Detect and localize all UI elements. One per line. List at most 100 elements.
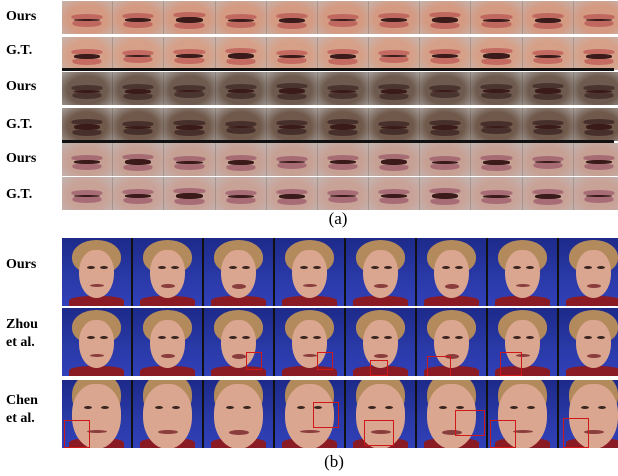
mouth-strip — [62, 1, 618, 34]
mouth-frame — [420, 143, 472, 176]
mouth-frame — [113, 177, 165, 210]
panel-caption: (a) — [328, 209, 348, 228]
face-frame — [488, 308, 559, 376]
mouth-frame — [266, 143, 318, 176]
mouth-frame — [317, 143, 370, 176]
artifact-highlight-box — [64, 420, 90, 448]
row-label: Ours — [6, 151, 37, 166]
face-frame — [62, 308, 133, 376]
mouth-frame — [522, 143, 574, 176]
mouth-frame — [420, 37, 472, 70]
mouth-frame — [420, 177, 472, 210]
face-frame — [346, 308, 417, 376]
mouth-frame — [317, 72, 370, 105]
mouth-frame — [522, 108, 574, 141]
mouth-frame — [215, 177, 267, 210]
face-frame — [417, 308, 488, 376]
mouth-frame — [215, 143, 267, 176]
face-frame — [559, 238, 618, 306]
row-divider — [62, 140, 614, 143]
mouth-frame — [369, 72, 421, 105]
mouth-frame — [317, 1, 370, 34]
mouth-frame — [522, 37, 574, 70]
face-frame — [346, 238, 417, 306]
mouth-strip — [62, 108, 618, 141]
mouth-strip — [62, 72, 618, 105]
mouth-frame — [471, 177, 523, 210]
mouth-frame — [266, 72, 318, 105]
mouth-frame — [573, 143, 618, 176]
face-frame — [417, 380, 488, 448]
artifact-highlight-box — [370, 360, 388, 376]
mouth-frame — [317, 108, 370, 141]
mouth-frame — [369, 143, 421, 176]
mouth-frame — [215, 1, 267, 34]
mouth-strip — [62, 37, 618, 70]
mouth-strip — [62, 143, 618, 176]
mouth-frame — [215, 108, 267, 141]
row-label: Ours — [6, 79, 37, 94]
row-label: Ours — [6, 9, 37, 24]
mouth-frame — [369, 108, 421, 141]
mouth-frame — [573, 108, 618, 141]
mouth-frame — [62, 72, 114, 105]
artifact-highlight-box — [427, 356, 451, 376]
face-frame — [488, 380, 559, 448]
mouth-strip — [62, 177, 618, 210]
face-frame — [204, 308, 275, 376]
mouth-frame — [113, 143, 165, 176]
mouth-frame — [62, 37, 114, 70]
artifact-highlight-box — [455, 410, 485, 436]
mouth-frame — [573, 72, 618, 105]
mouth-frame — [164, 108, 216, 141]
face-frame — [275, 380, 346, 448]
mouth-frame — [573, 1, 618, 34]
mouth-frame — [62, 1, 114, 34]
row-label: G.T. — [6, 43, 33, 58]
row-divider — [62, 68, 614, 71]
row-label: G.T. — [6, 187, 33, 202]
face-frame — [133, 380, 204, 448]
face-frame — [133, 238, 204, 306]
mouth-frame — [420, 72, 472, 105]
face-strip — [62, 238, 618, 306]
mouth-frame — [471, 37, 523, 70]
mouth-frame — [420, 1, 472, 34]
face-strip — [62, 308, 618, 376]
mouth-frame — [317, 37, 370, 70]
mouth-frame — [369, 177, 421, 210]
mouth-frame — [573, 37, 618, 70]
face-frame — [204, 380, 275, 448]
face-frame — [133, 308, 204, 376]
mouth-frame — [113, 37, 165, 70]
mouth-frame — [471, 143, 523, 176]
mouth-frame — [573, 177, 618, 210]
mouth-frame — [522, 177, 574, 210]
artifact-highlight-box — [563, 418, 589, 448]
artifact-highlight-box — [364, 420, 394, 446]
mouth-frame — [266, 37, 318, 70]
mouth-frame — [471, 72, 523, 105]
mouth-frame — [522, 72, 574, 105]
face-strip — [62, 380, 618, 448]
mouth-frame — [113, 1, 165, 34]
mouth-frame — [522, 1, 574, 34]
mouth-frame — [164, 37, 216, 70]
mouth-frame — [266, 177, 318, 210]
mouth-frame — [164, 1, 216, 34]
face-frame — [204, 238, 275, 306]
mouth-frame — [471, 108, 523, 141]
artifact-highlight-box — [490, 420, 516, 448]
face-frame — [275, 308, 346, 376]
face-frame — [488, 238, 559, 306]
mouth-frame — [266, 1, 318, 34]
row-label: Chen et al. — [6, 393, 38, 426]
mouth-frame — [62, 177, 114, 210]
mouth-frame — [369, 1, 421, 34]
face-frame — [346, 380, 417, 448]
artifact-highlight-box — [313, 402, 339, 428]
mouth-frame — [62, 108, 114, 141]
mouth-frame — [164, 177, 216, 210]
mouth-frame — [113, 108, 165, 141]
mouth-frame — [113, 72, 165, 105]
